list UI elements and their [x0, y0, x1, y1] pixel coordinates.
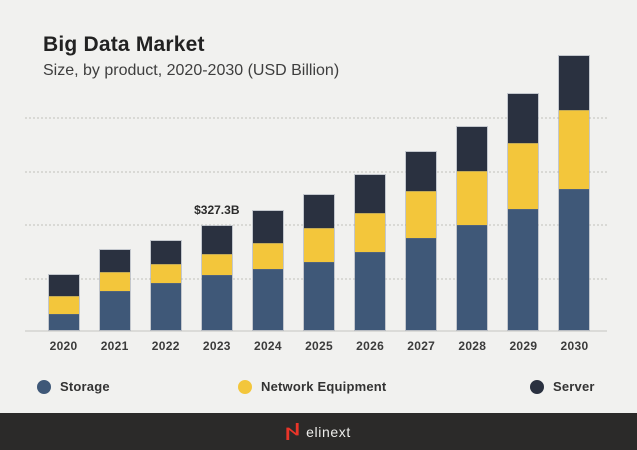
bar-slot-2020: [38, 57, 89, 331]
bar-slot-2025: [293, 57, 344, 331]
legend-item-server: Server: [530, 379, 595, 394]
bar-slot-2030: [549, 55, 600, 331]
bar-2030-segment-network-equipment: [559, 110, 590, 190]
bar-2026-segment-storage: [355, 252, 386, 330]
bar-2023-segment-network-equipment: [201, 254, 232, 275]
bar-2028-segment-server: [457, 126, 488, 172]
bar-2020-segment-storage: [48, 314, 79, 330]
bar-2027-segment-network-equipment: [406, 191, 437, 238]
bar-2029: [507, 92, 540, 331]
legend-item-storage: Storage: [37, 379, 110, 394]
chart-legend: Storage Network Equipment Server: [0, 379, 637, 397]
bar-2022-segment-network-equipment: [150, 263, 181, 283]
bar-2028-segment-network-equipment: [457, 171, 488, 226]
bar-2023-segment-storage: [201, 275, 232, 330]
legend-item-network-equipment: Network Equipment: [238, 379, 386, 394]
bar-slot-2021: [89, 57, 140, 331]
bar-slot-2029: [498, 57, 549, 331]
x-axis-label-2030: 2030: [560, 339, 589, 353]
bar-2020-segment-network-equipment: [48, 295, 79, 315]
bar-2022: [149, 239, 182, 331]
bar-2027-segment-server: [406, 152, 437, 192]
x-axis-label-2025: 2025: [305, 339, 333, 353]
bar-2023-segment-server: [201, 226, 232, 255]
x-axis-label-2023: 2023: [202, 339, 231, 353]
bar-2021-segment-network-equipment: [99, 272, 130, 291]
bar-2028: [456, 125, 489, 331]
plot-area: [38, 55, 600, 331]
bar-2022-segment-storage: [150, 282, 181, 330]
x-axis-label-2026: 2026: [356, 339, 385, 353]
bar-slot-2027: [396, 57, 447, 331]
bar-2024-segment-server: [252, 211, 283, 244]
bar-2025-segment-storage: [304, 262, 335, 330]
elinext-n-icon: [286, 423, 299, 440]
bar-2025: [303, 193, 336, 331]
x-axis-label-2021: 2021: [100, 339, 129, 353]
network-equipment-dot-icon: [238, 379, 252, 394]
bar-2023: [200, 225, 233, 331]
bar-2030-segment-server: [559, 56, 590, 111]
page-title: Big Data Market: [43, 33, 205, 56]
bar-2027-segment-storage: [406, 237, 437, 330]
bar-2030: [558, 55, 591, 331]
storage-dot-icon: [37, 379, 51, 394]
bar-2025-segment-server: [304, 194, 335, 229]
gridline: [25, 117, 607, 119]
x-axis-label-2022: 2022: [151, 339, 180, 353]
bar-2029-segment-network-equipment: [508, 143, 539, 210]
x-axis-line: [25, 330, 607, 332]
bar-2026-segment-server: [355, 174, 386, 214]
bar-slot-2023: [191, 57, 242, 331]
x-axis-label-2027: 2027: [407, 339, 436, 353]
bar-2021-segment-storage: [99, 290, 130, 330]
bar-2020-segment-server: [48, 275, 79, 296]
value-annotation: $327.3B: [194, 203, 240, 217]
x-axis-label-2029: 2029: [509, 339, 538, 353]
bar-2024-segment-network-equipment: [252, 243, 283, 269]
x-axis-label-2028: 2028: [458, 339, 487, 353]
footer-bar: elinext: [0, 413, 637, 450]
legend-label: Storage: [60, 379, 110, 394]
bar-2026-segment-network-equipment: [355, 213, 386, 253]
gridline: [25, 171, 607, 173]
bar-2022-segment-server: [150, 240, 181, 264]
bar-2024-segment-storage: [252, 268, 283, 330]
bar-slot-2022: [140, 57, 191, 331]
x-axis-label-2024: 2024: [253, 339, 282, 353]
bar-2030-segment-storage: [559, 189, 590, 330]
bar-2020: [47, 274, 80, 331]
bar-2024: [251, 210, 284, 331]
page-subtitle: Size, by product, 2020-2030 (USD Billion…: [43, 62, 340, 79]
bar-2028-segment-storage: [457, 225, 488, 330]
server-dot-icon: [530, 379, 544, 394]
bar-2021-segment-server: [99, 249, 130, 273]
x-axis-label-2020: 2020: [49, 339, 78, 353]
bar-2025-segment-network-equipment: [304, 228, 335, 263]
bar-2021: [98, 248, 131, 331]
bar-2029-segment-storage: [508, 209, 539, 330]
bar-slot-2024: [242, 57, 293, 331]
bar-2027: [405, 151, 438, 331]
brand-logo-text: elinext: [306, 423, 351, 440]
bar-2029-segment-server: [508, 93, 539, 144]
bar-slot-2026: [345, 57, 396, 331]
x-axis-labels: 2020 2021 2022 2023 2024 2025 2026 2027 2028 2029…: [38, 339, 600, 353]
legend-label: Network Equipment: [261, 379, 387, 394]
bar-2026: [354, 173, 387, 331]
bar-slot-2028: [447, 57, 498, 331]
legend-label: Server: [553, 379, 595, 394]
